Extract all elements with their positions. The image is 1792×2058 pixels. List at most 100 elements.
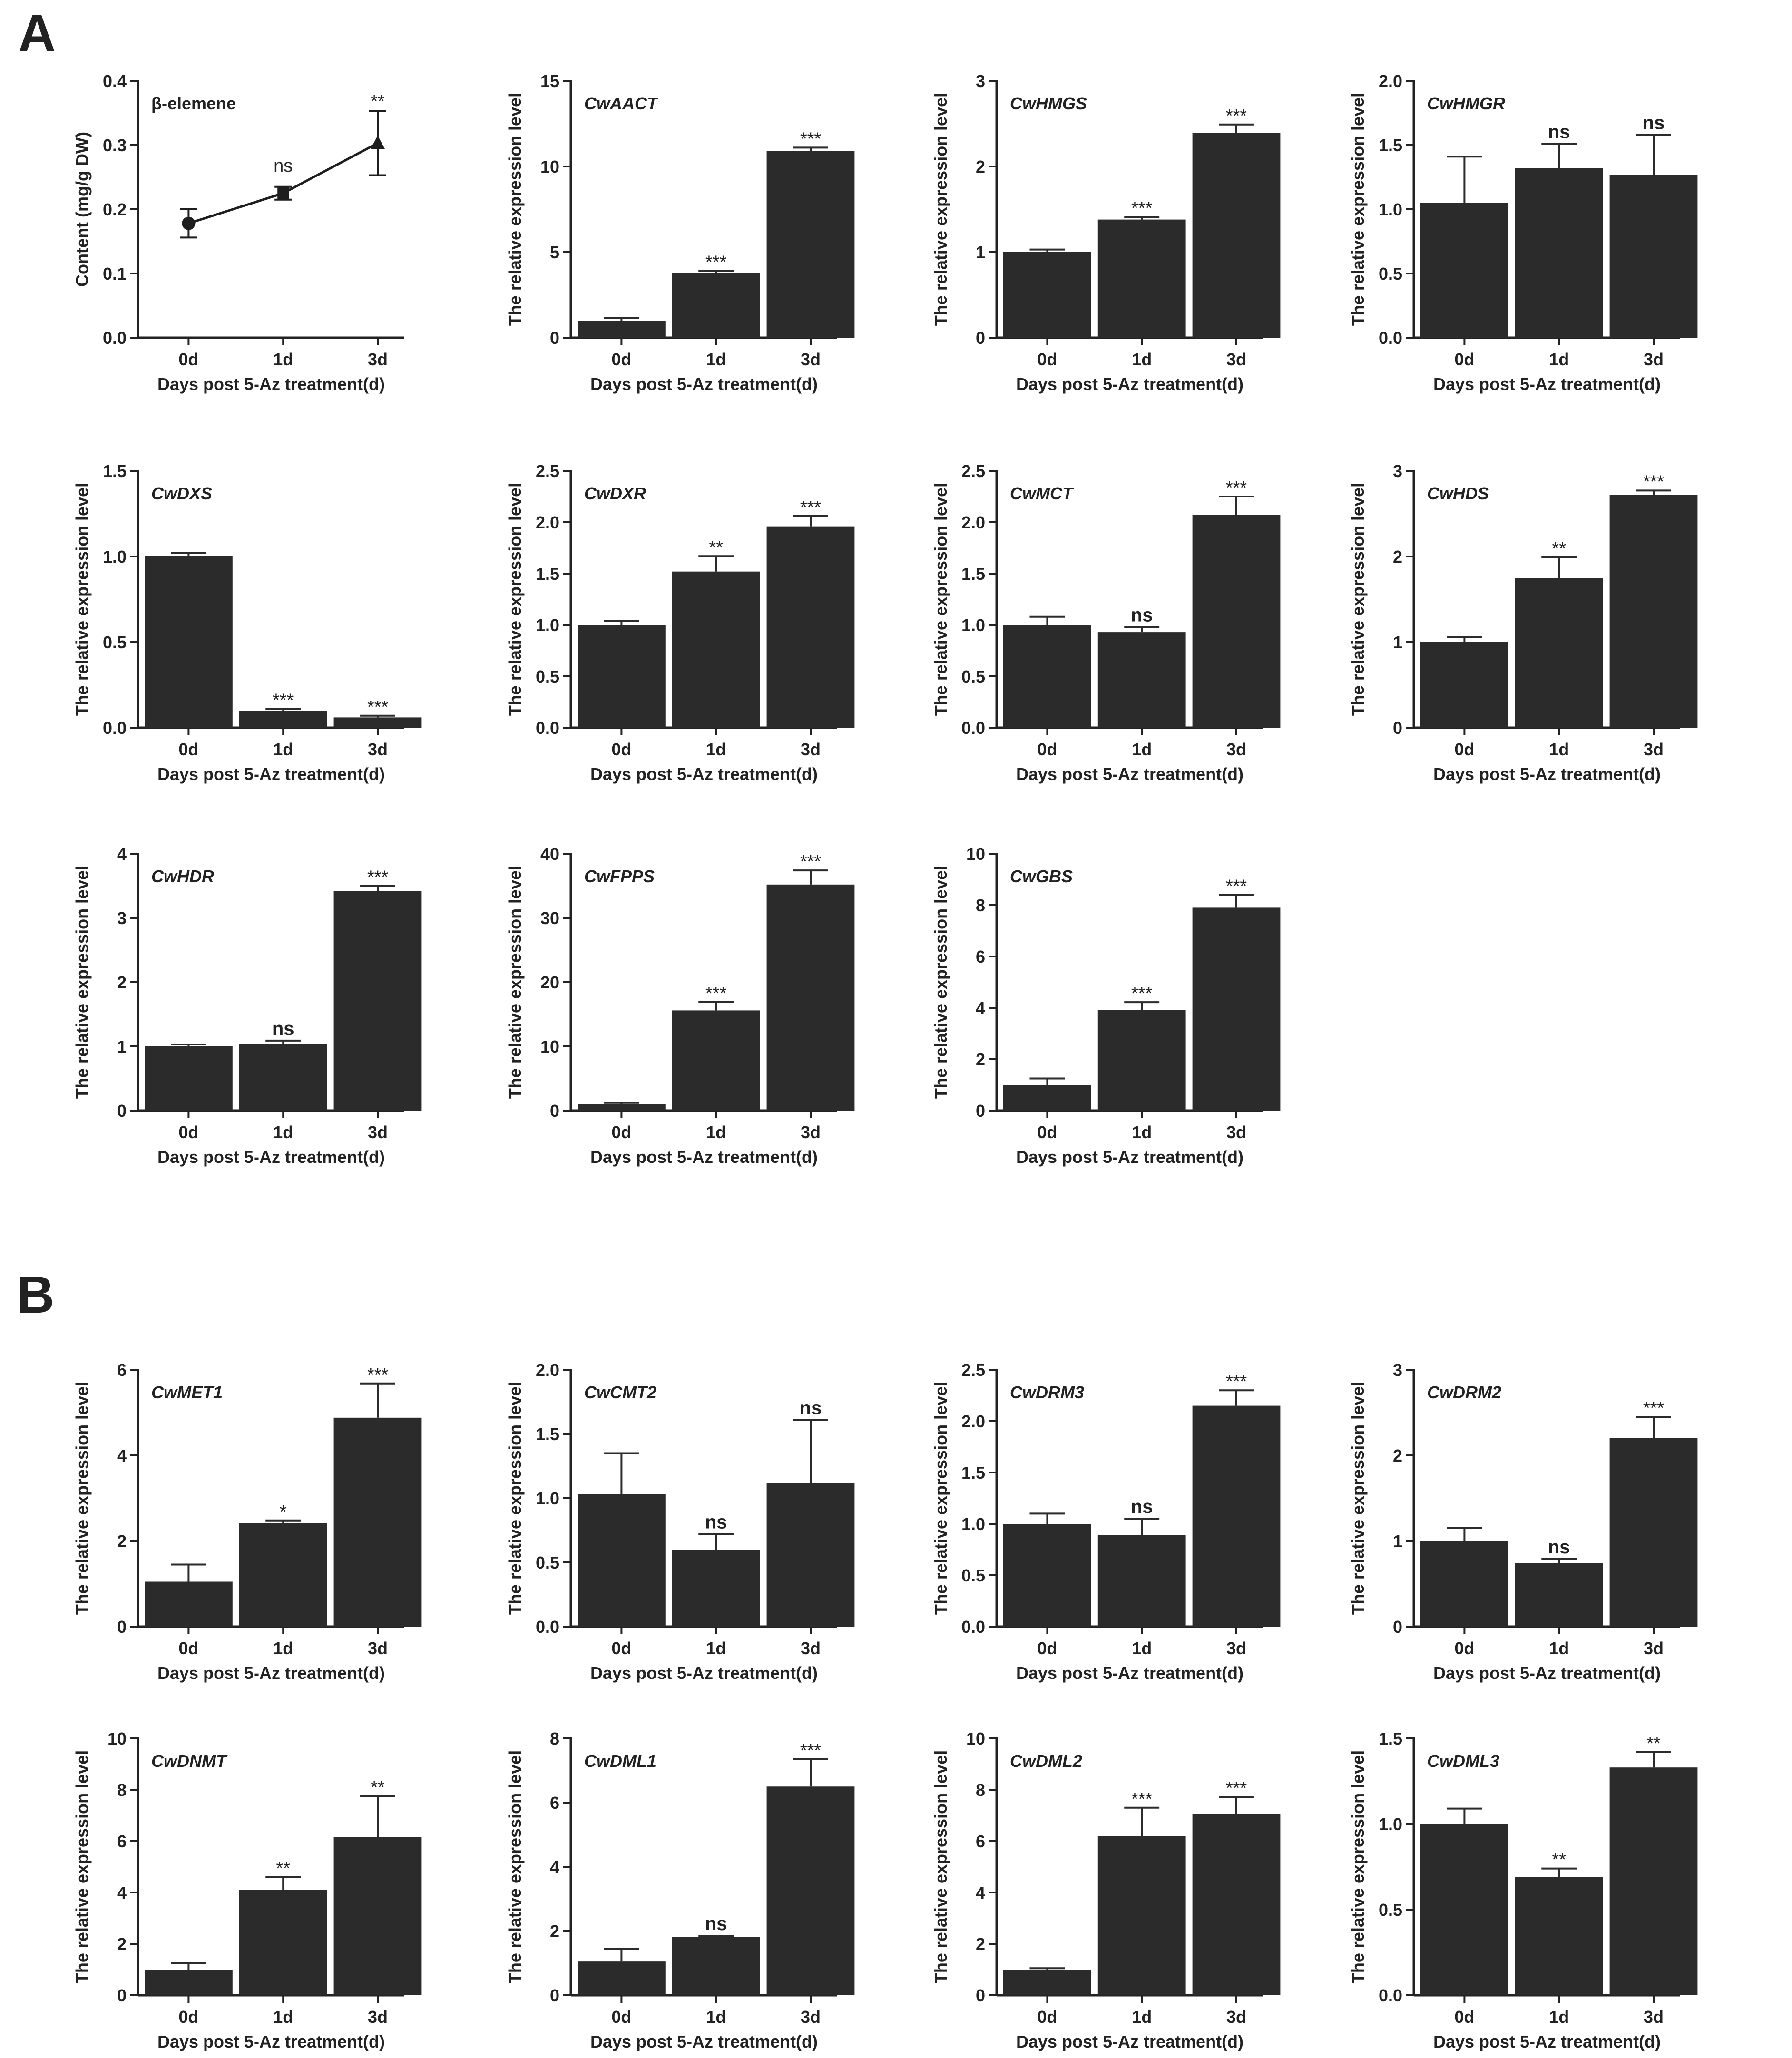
y-tick-label: 20 xyxy=(540,973,559,992)
bar xyxy=(1097,1535,1186,1627)
data-point xyxy=(182,216,196,230)
x-tick-label: 1d xyxy=(1132,350,1152,369)
charts-container: 0.0 0.1 0.2 0.3 0.4 0d 1d 3d Days post 5-Az trea… xyxy=(72,71,1698,2051)
x-tick-label: 1d xyxy=(273,1122,293,1142)
chart-8: 0 1 2 3 4 0d 1d 3d Days post 5-Az treatment(d) Th… xyxy=(72,844,422,1167)
x-axis-label: Days post 5-Az treatment(d) xyxy=(1016,1147,1244,1167)
bar xyxy=(578,1961,666,1995)
y-tick-label: 4 xyxy=(976,998,985,1018)
significance-label: *** xyxy=(705,253,727,273)
y-tick-label: 0.5 xyxy=(536,667,559,686)
y-tick-label: 10 xyxy=(540,157,559,176)
bar xyxy=(672,571,760,728)
x-tick-label: 3d xyxy=(1644,2007,1664,2027)
y-tick-label: 10 xyxy=(966,844,985,864)
y-axis-label: The relative expression level xyxy=(931,93,950,326)
x-tick-label: 0d xyxy=(1037,2007,1057,2027)
x-tick-label: 1d xyxy=(706,1122,726,1142)
y-tick-label: 0.5 xyxy=(961,1566,985,1585)
y-tick-label: 0.5 xyxy=(961,667,985,686)
y-tick-label: 0.0 xyxy=(103,328,127,348)
bar xyxy=(333,717,422,728)
y-tick-label: 8 xyxy=(550,1729,559,1748)
x-axis-label: Days post 5-Az treatment(d) xyxy=(590,374,818,394)
y-axis-label: The relative expression level xyxy=(1348,1750,1368,1983)
y-tick-label: 0.0 xyxy=(536,718,559,738)
significance-label: ns xyxy=(274,156,293,176)
x-axis-label: Days post 5-Az treatment(d) xyxy=(1016,764,1244,784)
y-tick-label: 0 xyxy=(117,1617,127,1637)
significance-label: *** xyxy=(1643,1398,1665,1418)
panel-label-a: A xyxy=(18,4,56,63)
y-tick-label: 4 xyxy=(550,1857,559,1877)
y-tick-label: 2.0 xyxy=(536,513,559,532)
y-tick-label: 0.0 xyxy=(1379,328,1402,348)
y-tick-label: 4 xyxy=(976,1883,985,1902)
y-tick-label: 3 xyxy=(1393,461,1402,481)
bar xyxy=(1003,625,1091,728)
x-tick-label: 3d xyxy=(801,740,821,759)
bar xyxy=(1609,1438,1698,1627)
x-tick-label: 3d xyxy=(368,1639,388,1658)
bar xyxy=(578,625,666,728)
significance-label: *** xyxy=(705,984,727,1004)
bar xyxy=(1192,515,1281,728)
data-point xyxy=(371,135,385,149)
x-tick-label: 0d xyxy=(178,350,198,369)
x-tick-label: 0d xyxy=(611,1122,631,1142)
significance-label: ns xyxy=(705,1512,727,1533)
chart-title: β-elemene xyxy=(151,94,236,113)
significance-label: ** xyxy=(1552,539,1566,559)
y-tick-label: 1 xyxy=(117,1037,127,1056)
data-point xyxy=(277,187,289,199)
y-tick-label: 1.5 xyxy=(1379,1729,1402,1748)
x-tick-label: 0d xyxy=(1454,1639,1474,1658)
chart-6: 0.0 0.5 1.0 1.5 2.0 2.5 0d 1d 3d Days post 5-Az t… xyxy=(931,461,1281,784)
bar xyxy=(766,151,855,338)
x-tick-label: 1d xyxy=(1549,2007,1569,2027)
y-tick-label: 0.0 xyxy=(961,718,985,738)
x-tick-label: 0d xyxy=(1454,740,1474,759)
y-tick-label: 0 xyxy=(976,328,985,348)
significance-label: ** xyxy=(371,1778,385,1798)
x-axis-label: Days post 5-Az treatment(d) xyxy=(157,1147,385,1167)
y-tick-label: 1.5 xyxy=(103,461,127,481)
x-tick-label: 1d xyxy=(1549,1639,1569,1658)
y-tick-label: 1.0 xyxy=(1379,200,1402,219)
bar xyxy=(1420,642,1508,728)
y-axis-label: The relative expression level xyxy=(505,93,525,326)
significance-label: ns xyxy=(272,1018,294,1039)
y-tick-label: 0.2 xyxy=(103,200,127,219)
chart-title: CwDXS xyxy=(151,484,212,503)
x-tick-label: 0d xyxy=(178,1122,198,1142)
x-tick-label: 1d xyxy=(1549,740,1569,759)
y-tick-label: 2 xyxy=(976,157,985,176)
x-axis-label: Days post 5-Az treatment(d) xyxy=(590,1147,818,1167)
chart-13: 0.0 0.5 1.0 1.5 2.0 2.5 0d 1d 3d Days post 5-Az t… xyxy=(931,1360,1281,1683)
x-tick-label: 0d xyxy=(178,740,198,759)
bar xyxy=(672,1937,760,1995)
significance-label: ** xyxy=(709,537,723,557)
y-tick-label: 1.5 xyxy=(536,564,559,584)
y-axis-label: The relative expression level xyxy=(505,483,525,716)
x-tick-label: 0d xyxy=(611,350,631,369)
x-tick-label: 1d xyxy=(706,2007,726,2027)
chart-14: 0 1 2 3 0d 1d 3d Days post 5-Az treatment(d) The… xyxy=(1348,1360,1698,1683)
significance-label: *** xyxy=(1226,1778,1247,1798)
y-tick-label: 0.0 xyxy=(1379,1986,1402,2005)
chart-title: CwDXR xyxy=(584,484,646,503)
chart-11: 0 2 4 6 0d 1d 3d Days post 5-Az treatment(d) The… xyxy=(72,1360,422,1683)
x-tick-label: 3d xyxy=(1644,350,1664,369)
chart-1: 0 5 10 15 0d 1d 3d Days post 5-Az treatment(d) T… xyxy=(505,71,855,394)
y-tick-label: 10 xyxy=(540,1037,559,1056)
significance-label: *** xyxy=(1131,198,1153,218)
x-tick-label: 0d xyxy=(178,2007,198,2027)
y-tick-label: 2.5 xyxy=(536,461,559,481)
y-tick-label: 1 xyxy=(1393,633,1402,652)
y-axis-label: The relative expression level xyxy=(1348,483,1368,716)
y-axis-label: The relative expression level xyxy=(931,1750,950,1983)
y-tick-label: 1.5 xyxy=(961,564,985,584)
y-tick-label: 2.0 xyxy=(961,513,985,532)
significance-label: *** xyxy=(800,497,822,517)
y-tick-label: 0 xyxy=(976,1101,985,1121)
